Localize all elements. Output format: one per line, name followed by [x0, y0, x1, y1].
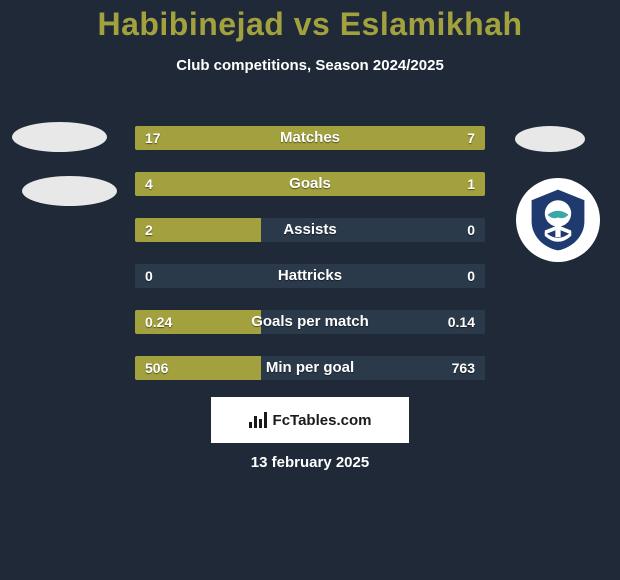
stat-label: Goals per match: [135, 310, 485, 334]
stat-row: 506763Min per goal: [135, 356, 485, 380]
bars-icon: [249, 412, 267, 428]
stat-row: 20Assists: [135, 218, 485, 242]
player-right-avatar-placeholder: [515, 126, 585, 152]
stat-label: Hattricks: [135, 264, 485, 288]
stat-label: Assists: [135, 218, 485, 242]
page-title: Habibinejad vs Eslamikhah: [0, 0, 620, 43]
player-left-avatar-placeholder-2: [22, 176, 117, 206]
stat-row: 41Goals: [135, 172, 485, 196]
club-badge-right: [516, 178, 600, 262]
club-crest-icon: [525, 187, 591, 253]
stat-row: 0.240.14Goals per match: [135, 310, 485, 334]
player-left-avatar-placeholder-1: [12, 122, 107, 152]
page-subtitle: Club competitions, Season 2024/2025: [0, 57, 620, 74]
stats-comparison-chart: 177Matches 41Goals 20Assists 00Hattricks 0.2…: [135, 126, 485, 402]
stat-label: Goals: [135, 172, 485, 196]
stat-label: Min per goal: [135, 356, 485, 380]
date-label: 13 february 2025: [0, 454, 620, 471]
stat-label: Matches: [135, 126, 485, 150]
source-brand-text: FcTables.com: [273, 412, 372, 429]
source-badge[interactable]: FcTables.com: [211, 397, 409, 443]
stat-row: 177Matches: [135, 126, 485, 150]
stat-row: 00Hattricks: [135, 264, 485, 288]
